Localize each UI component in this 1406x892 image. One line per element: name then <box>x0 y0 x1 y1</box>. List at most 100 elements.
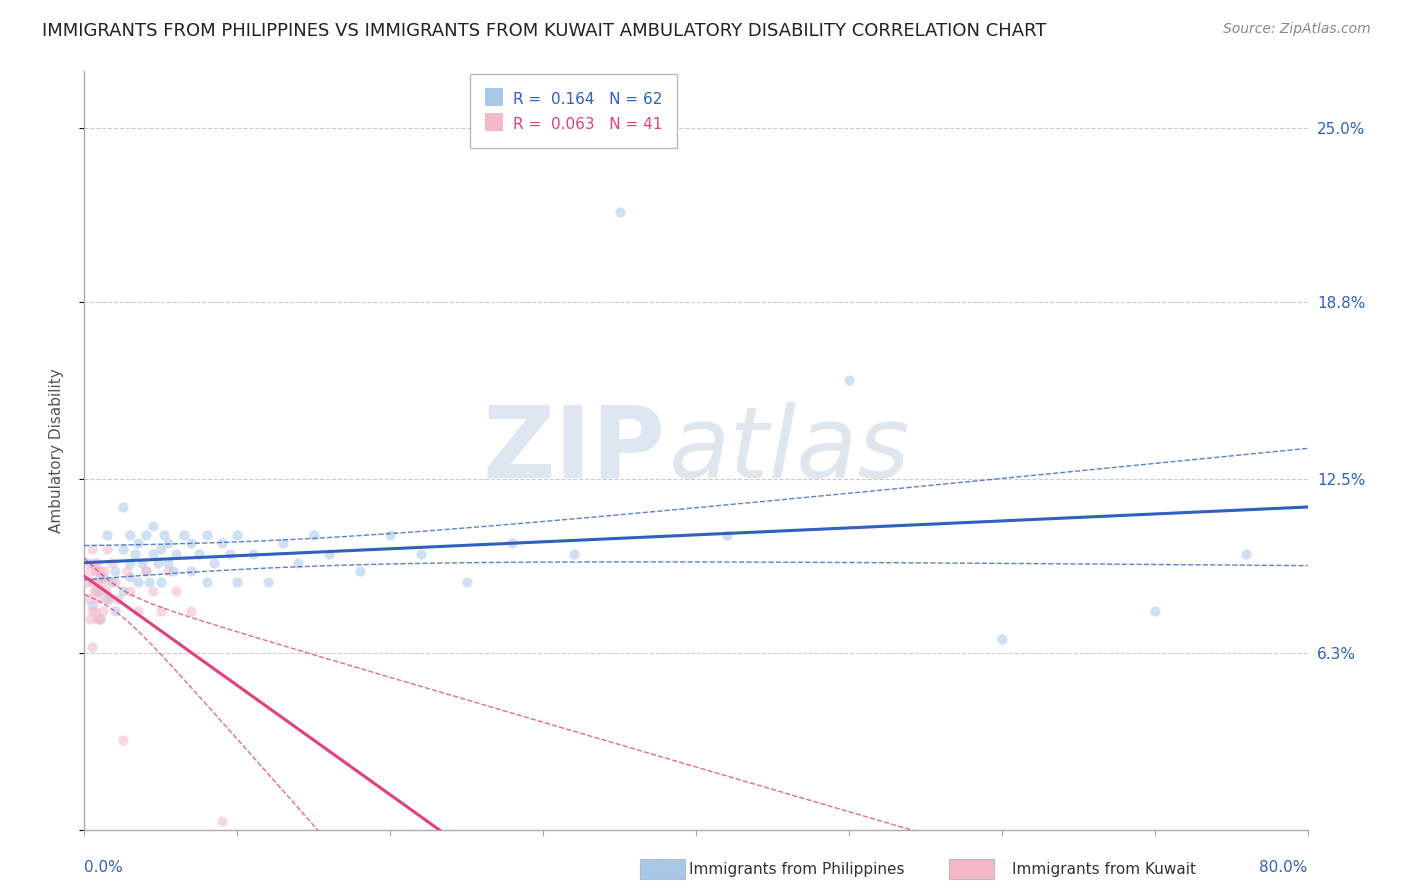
Point <box>104 603 127 617</box>
Point <box>173 527 195 541</box>
Legend: R =  0.164   N = 62, R =  0.063   N = 41: R = 0.164 N = 62, R = 0.063 N = 41 <box>474 79 673 144</box>
Point <box>104 575 127 590</box>
Point <box>79 612 101 626</box>
Point <box>716 527 738 541</box>
Point <box>149 603 172 617</box>
Point <box>226 527 249 541</box>
Point <box>991 632 1014 646</box>
Point <box>456 575 478 590</box>
Point <box>1143 603 1166 617</box>
Point <box>96 541 118 556</box>
Point <box>111 732 134 747</box>
Point <box>149 575 172 590</box>
Point <box>180 564 202 578</box>
Point <box>80 575 103 590</box>
Point <box>83 583 105 598</box>
Point <box>76 575 98 590</box>
Point <box>127 603 149 617</box>
Point <box>111 500 134 514</box>
Point <box>218 547 240 561</box>
Point <box>409 547 432 561</box>
Point <box>79 564 101 578</box>
Text: 80.0%: 80.0% <box>1260 860 1308 875</box>
Point <box>838 373 860 387</box>
Point <box>111 583 134 598</box>
Point <box>162 564 184 578</box>
Text: Source: ZipAtlas.com: Source: ZipAtlas.com <box>1223 22 1371 37</box>
Point <box>127 575 149 590</box>
Point <box>135 527 157 541</box>
Point <box>80 640 103 654</box>
Text: Immigrants from Kuwait: Immigrants from Kuwait <box>1012 863 1197 877</box>
Point <box>142 583 165 598</box>
Point <box>180 536 202 550</box>
Point <box>562 547 585 561</box>
Point <box>83 556 105 570</box>
Point <box>120 556 142 570</box>
Point <box>115 564 138 578</box>
Point <box>153 527 176 541</box>
Point <box>202 556 225 570</box>
Point <box>131 556 153 570</box>
Point <box>257 575 280 590</box>
Point <box>127 536 149 550</box>
Point <box>80 603 103 617</box>
Point <box>157 564 180 578</box>
Point <box>91 603 114 617</box>
Point <box>318 547 340 561</box>
Point <box>142 547 165 561</box>
Point <box>84 564 107 578</box>
Point <box>138 575 160 590</box>
Point <box>287 556 309 570</box>
Text: 0.0%: 0.0% <box>84 860 124 875</box>
Point <box>77 592 100 607</box>
Point <box>242 547 264 561</box>
Point <box>609 204 631 219</box>
Point <box>195 527 218 541</box>
Text: Immigrants from Philippines: Immigrants from Philippines <box>689 863 904 877</box>
Point <box>86 575 108 590</box>
Point <box>302 527 325 541</box>
FancyBboxPatch shape <box>949 859 994 879</box>
Point <box>86 583 108 598</box>
Point <box>349 564 371 578</box>
Point <box>101 575 124 590</box>
Point <box>89 583 111 598</box>
Point <box>80 598 103 612</box>
Point <box>135 564 157 578</box>
Text: atlas: atlas <box>668 402 910 499</box>
Point <box>89 564 111 578</box>
Point <box>120 527 142 541</box>
Point <box>271 536 294 550</box>
Point <box>87 564 110 578</box>
Point <box>149 541 172 556</box>
Point <box>101 556 124 570</box>
Point <box>157 536 180 550</box>
Point <box>80 541 103 556</box>
Point <box>91 575 114 590</box>
Point <box>157 556 180 570</box>
Point <box>104 564 127 578</box>
Point <box>89 612 111 626</box>
Point <box>96 527 118 541</box>
Point <box>165 547 187 561</box>
Point <box>226 575 249 590</box>
Point <box>94 583 117 598</box>
Point <box>211 536 233 550</box>
Point <box>89 570 111 584</box>
Point <box>135 564 157 578</box>
Point <box>380 527 402 541</box>
Point <box>195 575 218 590</box>
FancyBboxPatch shape <box>640 859 685 879</box>
Point <box>142 519 165 533</box>
Point <box>91 570 114 584</box>
Point <box>146 556 169 570</box>
Point <box>107 592 129 607</box>
Point <box>211 814 233 829</box>
Point <box>1236 547 1258 561</box>
Point <box>89 612 111 626</box>
Point <box>120 570 142 584</box>
Point <box>77 556 100 570</box>
Point <box>86 612 108 626</box>
Text: ZIP: ZIP <box>482 402 665 499</box>
